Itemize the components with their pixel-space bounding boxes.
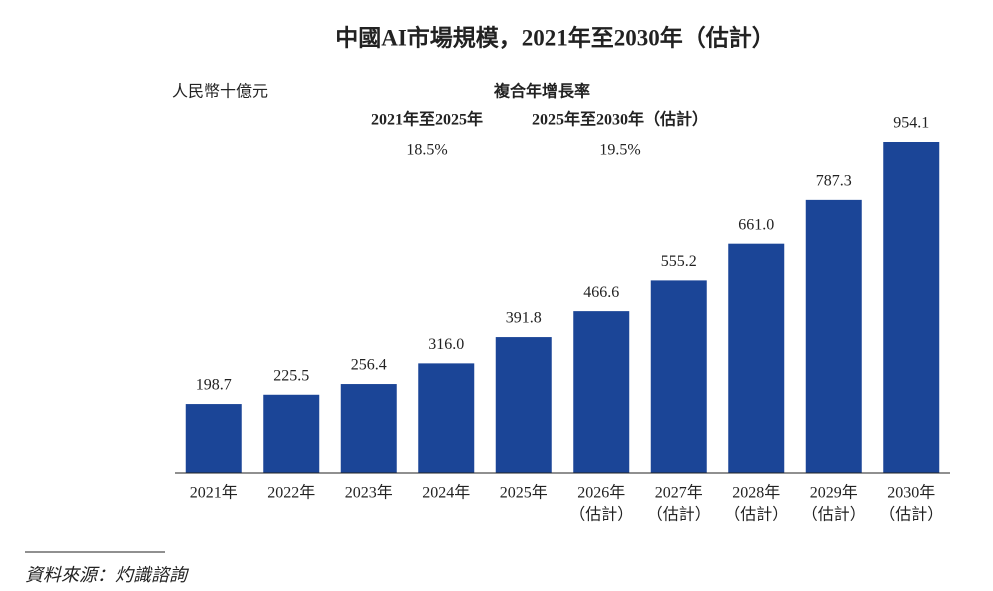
x-tick-label: 2022年 (267, 484, 315, 502)
bar (340, 384, 397, 473)
source: 資料來源：灼識諮詢 (25, 565, 190, 585)
bar (805, 199, 862, 474)
value-label: 198.7 (196, 377, 232, 394)
value-label: 555.2 (661, 253, 697, 270)
chart-title: 中國AI市場規模，2021年至2030年（估計） (335, 24, 775, 50)
x-tick-label: （估計） (647, 506, 711, 524)
annotation-title: 複合年增長率 (493, 82, 590, 101)
x-tick-label: 2030年 (887, 484, 935, 502)
bar (263, 394, 320, 473)
cagr-period: 2025年至2030年（估計） (532, 110, 708, 129)
x-tick-label: 2028年 (732, 484, 780, 502)
x-tick-label: （估計） (879, 506, 943, 524)
value-label: 466.6 (583, 284, 619, 301)
bar (495, 337, 552, 473)
bar (418, 363, 475, 473)
x-tick-label: 2024年 (422, 484, 470, 502)
cagr-value: 18.5% (406, 142, 447, 159)
x-tick-label: 2025年 (500, 484, 548, 502)
x-tick-label: （估計） (724, 506, 788, 524)
x-tick-label: 2026年 (577, 484, 625, 502)
value-label: 391.8 (506, 310, 542, 327)
value-label: 787.3 (816, 173, 852, 190)
bar (883, 142, 940, 473)
unit-label: 人民幣十億元 (172, 83, 268, 101)
value-label: 256.4 (351, 357, 387, 374)
bar (185, 404, 242, 473)
x-tick-label: 2021年 (190, 484, 238, 502)
cagr-period: 2021年至2025年 (371, 110, 483, 129)
x-tick-label: （估計） (802, 506, 866, 524)
bar (650, 280, 707, 473)
value-label: 661.0 (738, 216, 774, 233)
x-tick-label: 2029年 (810, 484, 858, 502)
cagr-value: 19.5% (599, 142, 640, 159)
value-label: 225.5 (273, 367, 309, 384)
bar (728, 243, 785, 473)
value-label: 316.0 (428, 336, 464, 353)
x-tick-label: （估計） (569, 506, 633, 524)
value-label: 954.1 (893, 115, 929, 132)
x-tick-label: 2027年 (655, 484, 703, 502)
x-tick-label: 2023年 (345, 484, 393, 502)
bar (573, 311, 630, 473)
